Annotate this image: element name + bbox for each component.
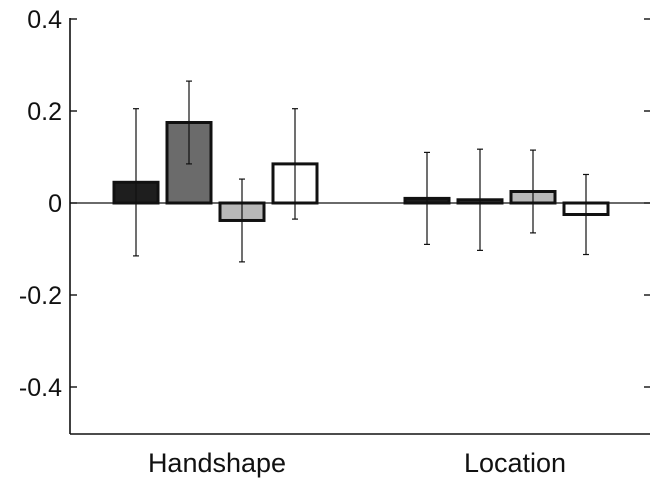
y-tick-label: 0.2 <box>27 98 62 126</box>
y-tick-label: -0.4 <box>19 374 62 402</box>
plot-frame <box>69 18 650 435</box>
bars-group <box>112 121 610 222</box>
x-axis: Handshape Location <box>148 448 566 478</box>
category-label-handshape: Handshape <box>148 448 286 478</box>
error-bars-group <box>133 80 589 263</box>
y-tick-label: 0.4 <box>27 6 62 34</box>
y-tick-label: 0 <box>48 190 62 218</box>
y-tick-label: -0.2 <box>19 282 62 310</box>
category-label-location: Location <box>464 448 566 478</box>
